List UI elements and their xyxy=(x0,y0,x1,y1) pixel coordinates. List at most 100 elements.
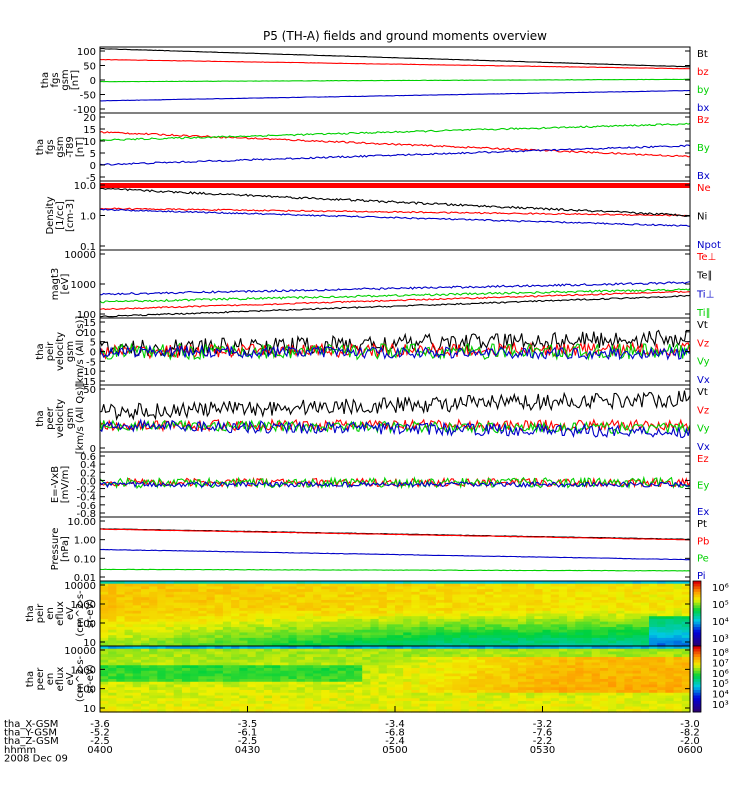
panel-frame xyxy=(99,180,691,251)
heatmap-cell xyxy=(558,687,568,691)
heatmap-cell xyxy=(501,654,511,658)
heatmap-cell xyxy=(673,640,683,644)
heatmap-cell xyxy=(411,608,421,612)
heatmap-cell xyxy=(272,591,281,596)
heatmap-cell xyxy=(247,608,257,612)
heatmap-cell xyxy=(247,690,257,694)
heatmap-cell xyxy=(460,676,470,680)
heatmap-cell xyxy=(370,646,380,650)
heatmap-cell xyxy=(362,581,372,585)
heatmap-cell xyxy=(673,676,683,680)
heatmap-cell xyxy=(296,594,306,598)
heatmap-cell xyxy=(616,618,626,623)
heatmap-cell xyxy=(476,632,486,636)
heatmap-cell xyxy=(444,618,453,623)
heatmap-cell xyxy=(460,613,470,617)
heatmap-cell xyxy=(345,681,355,686)
heatmap-cell xyxy=(452,586,462,590)
heatmap-cell xyxy=(313,681,322,686)
heatmap-cell xyxy=(681,608,691,612)
heatmap-cell xyxy=(517,684,527,688)
heatmap-cell xyxy=(263,703,273,708)
heatmap-cell xyxy=(108,597,117,601)
heatmap-cell xyxy=(427,637,437,642)
heatmap-cell xyxy=(509,665,519,669)
x-tick-label: -3.4 xyxy=(385,719,405,730)
heatmap-cell xyxy=(231,602,240,606)
heatmap-cell xyxy=(632,703,642,708)
heatmap-cell xyxy=(386,618,396,623)
heatmap-cell xyxy=(468,665,478,669)
heatmap-cell xyxy=(673,695,683,699)
heatmap-cell xyxy=(255,673,265,677)
heatmap-cell xyxy=(517,591,527,596)
heatmap-cell xyxy=(386,690,396,694)
heatmap-cell xyxy=(632,613,642,617)
heatmap-cell xyxy=(239,670,249,675)
heatmap-cell xyxy=(280,676,290,680)
heatmap-cell xyxy=(247,684,257,688)
heatmap-cell xyxy=(231,616,240,620)
heatmap-cell xyxy=(165,695,175,699)
heatmap-cell xyxy=(132,659,142,664)
heatmap-cell xyxy=(395,681,404,686)
heatmap-cell xyxy=(222,637,232,642)
heatmap-cell xyxy=(403,602,412,606)
heatmap-cell xyxy=(419,701,429,705)
heatmap-cell xyxy=(444,613,453,617)
heatmap-cell xyxy=(345,698,355,702)
heatmap-cell xyxy=(476,613,486,617)
heatmap-cell xyxy=(321,654,331,658)
heatmap-cell xyxy=(435,648,445,653)
heatmap-cell xyxy=(427,687,437,691)
heatmap-cell xyxy=(206,599,216,604)
heatmap-cell xyxy=(313,599,322,604)
heatmap-cell xyxy=(255,635,265,639)
heatmap-cell xyxy=(526,706,535,710)
heatmap-cell xyxy=(575,673,585,677)
heatmap-cell xyxy=(632,610,642,615)
heatmap-cell xyxy=(296,618,306,623)
heatmap-cell xyxy=(517,613,527,617)
heatmap-cell xyxy=(362,695,372,699)
heatmap-cell xyxy=(362,703,372,708)
heatmap-cell xyxy=(567,581,576,585)
heatmap-cell xyxy=(624,589,634,593)
heatmap-cell xyxy=(165,586,175,590)
y-tick-label: 0.10 xyxy=(74,554,96,565)
heatmap-cell xyxy=(616,681,626,686)
heatmap-cell xyxy=(583,665,593,669)
x-row-label: tha_Y-GSM xyxy=(4,728,57,739)
heatmap-cell xyxy=(132,621,142,625)
heatmap-cell xyxy=(386,624,396,628)
heatmap-cell xyxy=(239,624,249,628)
heatmap-cell xyxy=(370,616,380,620)
heatmap-cell xyxy=(583,581,593,585)
heatmap-cell xyxy=(567,632,576,636)
heatmap-cell xyxy=(354,684,363,688)
heatmap-cell xyxy=(657,692,667,697)
heatmap-cell xyxy=(526,594,535,598)
y-tick-label: 10000 xyxy=(64,581,96,592)
heatmap-cell xyxy=(534,618,544,623)
heatmap-cell xyxy=(231,640,240,644)
heatmap-cell xyxy=(255,605,265,609)
heatmap-cell xyxy=(403,632,412,636)
series-line-Ti⊥ xyxy=(100,281,691,296)
heatmap-cell xyxy=(337,618,347,623)
heatmap-cell xyxy=(591,581,601,585)
heatmap-cell xyxy=(395,605,404,609)
heatmap-cell xyxy=(632,599,642,604)
heatmap-cell xyxy=(313,654,322,658)
heatmap-cell xyxy=(452,605,462,609)
heatmap-cell xyxy=(108,703,117,708)
heatmap-cell xyxy=(624,635,634,639)
heatmap-cell xyxy=(149,648,158,653)
heatmap-cell xyxy=(681,662,691,666)
heatmap-cell xyxy=(132,676,142,680)
heatmap-cell xyxy=(247,610,257,615)
heatmap-cell xyxy=(591,698,601,702)
heatmap-cell xyxy=(386,635,396,639)
heatmap-cell xyxy=(149,602,158,606)
